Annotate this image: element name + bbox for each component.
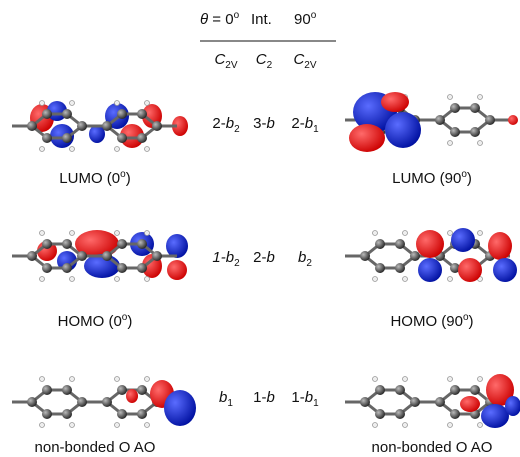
molecules: [10, 92, 520, 429]
caption-left: LUMO (0o): [59, 169, 130, 187]
text-roman: 1-: [253, 389, 266, 406]
symmetry-label: 1-b1: [291, 389, 319, 409]
text-roman: 90: [294, 11, 311, 28]
text-italic: b: [219, 389, 227, 406]
text-sub: 2: [306, 258, 312, 269]
molecule-nonbonded-90: [343, 374, 520, 429]
symmetry-label: b2: [298, 249, 312, 269]
text-sub: 2V: [225, 60, 238, 71]
header: θ = 0o Int. 90o: [200, 10, 336, 42]
text-roman: HOMO (0: [58, 313, 122, 330]
text-sup: o: [122, 312, 128, 323]
point-group: C2V: [214, 51, 237, 71]
symmetry-label: 2-b1: [291, 115, 319, 135]
text-sup: o: [461, 169, 467, 180]
text-sup: o: [234, 10, 240, 21]
text-sub: 2: [267, 60, 273, 71]
text-roman: 3-: [253, 115, 266, 132]
text-roman: non-bonded O AO: [372, 439, 493, 456]
text-sup: o: [463, 312, 469, 323]
caption-left: HOMO (0o): [58, 312, 133, 330]
symmetry-label: 2-b2: [212, 115, 240, 135]
text-sub: 2V: [304, 60, 317, 71]
text-italic: θ: [200, 11, 208, 28]
text-roman: LUMO (90: [392, 170, 461, 187]
text-roman: LUMO (0: [59, 170, 120, 187]
text-sub: 2: [234, 258, 240, 269]
molecule-lumo-90: [343, 92, 518, 152]
text-sub: 1: [313, 124, 319, 135]
text-italic: b: [267, 115, 275, 132]
text-sup: o: [311, 10, 317, 21]
text-roman: ): [126, 170, 131, 187]
text-roman: 1-: [291, 389, 304, 406]
text-sub: 1: [313, 398, 319, 409]
text-roman: 2-: [253, 249, 266, 266]
text-italic: C: [256, 51, 267, 68]
text-italic: b: [267, 249, 275, 266]
caption-right: HOMO (90o): [390, 312, 473, 330]
text-roman: Int.: [251, 11, 272, 28]
text-italic: b: [305, 115, 313, 132]
header-left: θ = 0o: [200, 10, 240, 28]
molecule-nonbonded-0: [10, 375, 196, 429]
point-group: C2: [256, 51, 273, 71]
text-roman: 2-: [291, 115, 304, 132]
text-italic: b: [298, 249, 306, 266]
caption-right: LUMO (90o): [392, 169, 472, 187]
molecule-homo-90: [343, 228, 517, 283]
text-roman: ): [467, 170, 472, 187]
text-roman: ): [469, 313, 474, 330]
text-italic: b: [267, 389, 275, 406]
molecule-homo-0: [10, 229, 188, 283]
symmetry-label: 2-b: [253, 249, 275, 266]
caption-left: non-bonded O AO: [35, 439, 156, 456]
symmetry-label: 3-b: [253, 115, 275, 132]
point-group: C2V: [293, 51, 316, 71]
text-italic: b: [305, 389, 313, 406]
symmetry-label: 1-b2: [212, 249, 240, 269]
symmetry-label: b1: [219, 389, 233, 409]
text-italic: C: [293, 51, 304, 68]
text-roman: 2-: [212, 115, 225, 132]
text-italic: b: [226, 115, 234, 132]
text-sub: 2: [234, 124, 240, 135]
text-roman: non-bonded O AO: [35, 439, 156, 456]
caption-right: non-bonded O AO: [372, 439, 493, 456]
text-italic: 1-b: [212, 249, 234, 266]
text-sup: o: [120, 169, 126, 180]
text-roman: = 0: [208, 11, 233, 28]
symmetry-label: 1-b: [253, 389, 275, 406]
molecule-lumo-0: [10, 99, 188, 153]
text-sub: 1: [227, 398, 233, 409]
text-roman: HOMO (90: [390, 313, 463, 330]
header-right: 90o: [294, 10, 317, 28]
text-roman: ): [127, 313, 132, 330]
header-middle: Int.: [251, 11, 272, 28]
text-italic: C: [214, 51, 225, 68]
